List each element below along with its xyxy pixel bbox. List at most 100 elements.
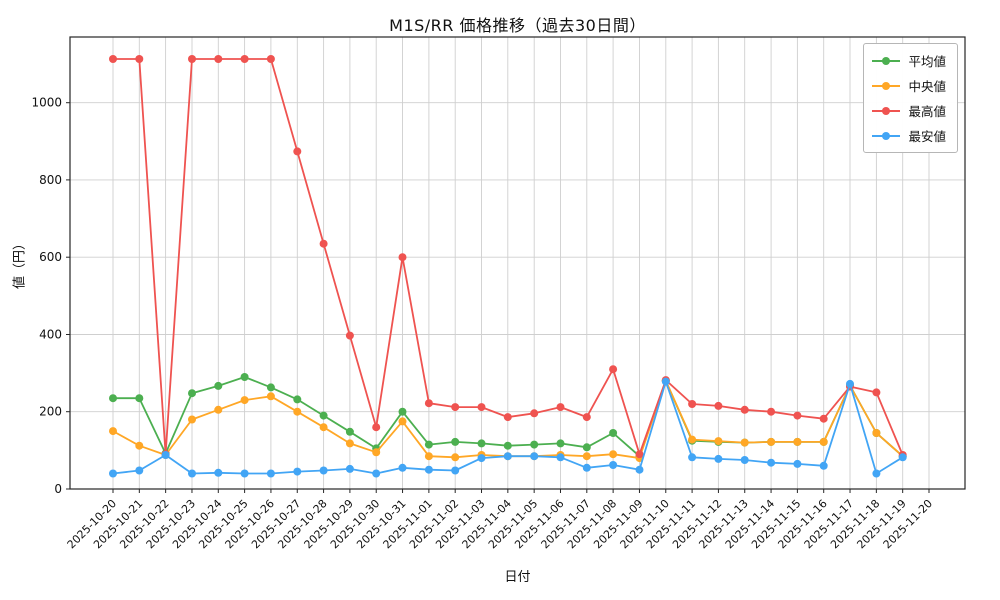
legend-item-max: 最高値 — [872, 101, 946, 120]
data-point-max — [266, 55, 275, 63]
data-point-median — [214, 405, 223, 414]
data-point-median — [582, 452, 591, 461]
chart-title: M1S/RR 価格推移（過去30日間） — [389, 16, 646, 35]
data-point-max — [451, 403, 460, 412]
data-point-min — [266, 469, 275, 478]
data-point-median — [266, 392, 275, 401]
data-point-min — [372, 469, 381, 478]
data-point-average — [345, 427, 354, 436]
plot-border — [69, 36, 966, 490]
data-point-average — [214, 381, 223, 390]
data-point-median — [740, 438, 749, 447]
data-point-average — [240, 373, 249, 381]
data-point-max — [740, 405, 749, 414]
data-point-average — [135, 394, 144, 403]
data-point-min — [793, 459, 802, 468]
data-point-max — [477, 403, 486, 412]
legend-label-median: 中央値 — [908, 79, 946, 94]
data-point-min — [556, 453, 565, 462]
data-point-min — [503, 452, 512, 461]
y-tick-label: 400 — [39, 328, 62, 342]
data-point-max — [319, 239, 328, 248]
legend-marker-max-icon — [872, 106, 901, 116]
data-point-min — [898, 453, 907, 462]
data-point-average — [266, 383, 275, 392]
data-point-median — [793, 437, 802, 446]
data-point-median — [109, 427, 117, 436]
data-point-median — [609, 450, 618, 459]
data-point-max — [398, 253, 407, 262]
data-point-max — [714, 401, 723, 410]
data-point-min — [214, 468, 223, 477]
data-point-min — [609, 461, 618, 469]
data-point-min — [188, 469, 196, 478]
y-tick-label: 200 — [39, 405, 62, 419]
data-point-max — [188, 55, 196, 63]
data-point-median — [451, 453, 460, 462]
data-point-max — [767, 407, 776, 416]
data-point-max — [135, 55, 144, 63]
data-point-average — [503, 441, 512, 450]
data-point-average — [582, 443, 591, 452]
data-point-median — [872, 429, 881, 437]
data-point-max — [424, 399, 433, 408]
legend-label-min: 最安値 — [908, 129, 946, 144]
data-point-median — [188, 415, 196, 424]
data-point-min — [714, 454, 723, 463]
data-point-max — [819, 414, 828, 423]
data-point-max — [872, 388, 881, 397]
data-point-average — [556, 439, 565, 448]
data-point-min — [688, 453, 697, 462]
data-point-min — [872, 469, 881, 478]
data-point-min — [767, 458, 776, 467]
data-point-average — [451, 437, 460, 446]
x-axis-label: 日付 — [504, 570, 531, 585]
data-point-median — [293, 407, 302, 416]
data-point-min — [451, 466, 460, 475]
data-point-median — [767, 437, 776, 446]
data-point-min — [846, 379, 854, 388]
data-point-min — [319, 466, 328, 475]
data-point-max — [582, 413, 591, 422]
data-point-average — [319, 411, 328, 420]
legend-label-average: 平均値 — [908, 54, 946, 69]
data-point-median — [424, 452, 433, 461]
data-point-min — [161, 451, 170, 459]
data-point-max — [635, 450, 644, 459]
series-max — [109, 55, 907, 459]
x-axis-ticks: 2025-10-202025-10-212025-10-222025-10-23… — [65, 489, 935, 551]
legend-marker-average-icon — [872, 56, 901, 66]
data-point-min — [819, 461, 828, 470]
legend-item-median: 中央値 — [872, 76, 946, 95]
data-point-max — [109, 55, 117, 63]
data-point-median — [688, 435, 697, 444]
data-point-max — [793, 411, 802, 420]
data-point-max — [530, 409, 539, 418]
data-point-min — [477, 454, 486, 463]
data-point-min — [398, 463, 407, 472]
legend-item-min: 最安値 — [872, 126, 946, 145]
data-point-median — [240, 396, 249, 405]
data-point-max — [293, 147, 302, 156]
y-tick-label: 800 — [39, 173, 62, 187]
legend-item-average: 平均値 — [872, 51, 946, 70]
data-point-median — [372, 448, 381, 457]
y-tick-label: 600 — [39, 250, 62, 264]
data-point-min — [635, 465, 644, 474]
data-point-max — [503, 413, 512, 422]
data-point-average — [477, 439, 486, 448]
data-point-median — [319, 423, 328, 432]
data-point-min — [109, 469, 117, 478]
data-point-average — [109, 394, 117, 403]
data-point-average — [398, 407, 407, 416]
data-point-max — [240, 55, 249, 63]
data-point-median — [398, 417, 407, 426]
legend-marker-min-icon — [872, 131, 901, 141]
data-point-average — [293, 395, 302, 404]
data-point-min — [135, 466, 144, 475]
legend-marker-median-icon — [872, 81, 901, 91]
data-point-min — [424, 465, 433, 474]
data-point-min — [582, 463, 591, 472]
